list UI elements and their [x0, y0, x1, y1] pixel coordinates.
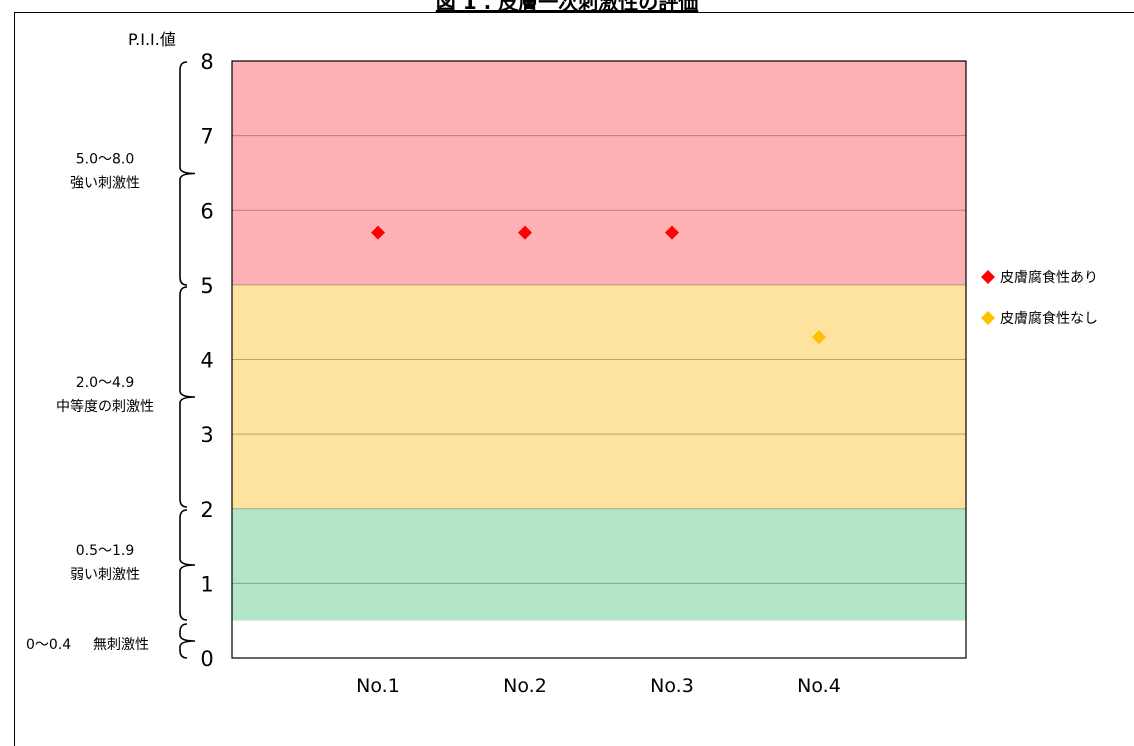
- brace-1: [179, 286, 196, 508]
- band-category-label: 強い刺激性: [70, 175, 140, 192]
- data-point: [812, 330, 826, 345]
- data-point: [371, 225, 385, 240]
- y-tick-label: 3: [200, 423, 213, 447]
- y-tick-label: 1: [200, 572, 213, 596]
- band-range-label: 0.5～1.9: [76, 543, 135, 559]
- x-tick-label: No.1: [356, 675, 400, 697]
- plot-area-border: [231, 60, 967, 659]
- data-point: [665, 225, 679, 240]
- band-3: [232, 620, 966, 658]
- band-category-label: 無刺激性: [93, 636, 149, 653]
- band-category-label: 弱い刺激性: [70, 566, 140, 583]
- y-tick-label: 7: [200, 125, 213, 149]
- figure-frame: [14, 12, 1134, 746]
- brace-2: [179, 509, 196, 621]
- legend-label: 皮膚腐食性あり: [1000, 269, 1098, 286]
- band-0: [232, 61, 966, 285]
- y-tick-label: 5: [200, 274, 213, 298]
- legend-marker: [981, 311, 995, 325]
- legend-marker: [981, 270, 995, 284]
- band-2: [232, 508, 966, 621]
- band-range-label: 5.0～8.0: [76, 152, 135, 168]
- band-range-label: 2.0～4.9: [76, 375, 135, 391]
- brace-3: [179, 623, 196, 659]
- brace-0: [179, 61, 196, 286]
- data-point: [518, 225, 532, 240]
- chart-title: 図 1 . 皮膚一次刺激性の評価: [435, 0, 699, 14]
- x-tick-label: No.3: [650, 675, 694, 697]
- legend-label: 皮膚腐食性なし: [1000, 310, 1098, 327]
- band-1: [232, 284, 966, 509]
- band-range-label: 0～0.4: [26, 637, 71, 653]
- y-tick-label: 4: [200, 349, 213, 373]
- y-tick-label: 0: [200, 647, 213, 671]
- y-tick-label: 2: [200, 498, 213, 522]
- y-tick-label: 8: [200, 50, 213, 74]
- band-category-label: 中等度の刺激性: [56, 398, 154, 415]
- y-axis-label: P.I.I.値: [128, 30, 176, 49]
- y-tick-label: 6: [200, 199, 213, 223]
- x-tick-label: No.4: [797, 675, 841, 697]
- x-tick-label: No.2: [503, 675, 547, 697]
